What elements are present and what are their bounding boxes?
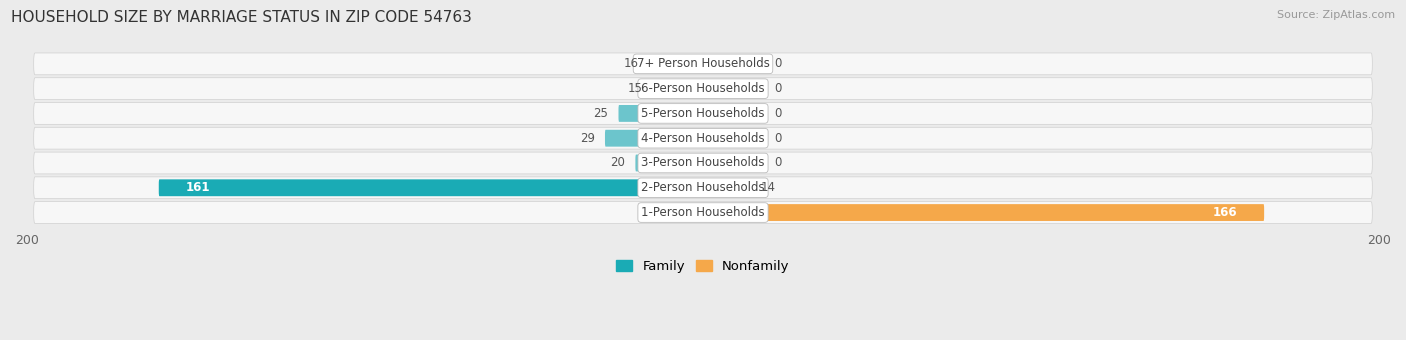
FancyBboxPatch shape	[34, 103, 1372, 124]
Legend: Family, Nonfamily: Family, Nonfamily	[612, 254, 794, 278]
Text: 15: 15	[627, 82, 643, 95]
Text: Source: ZipAtlas.com: Source: ZipAtlas.com	[1277, 10, 1395, 20]
Text: 4-Person Households: 4-Person Households	[641, 132, 765, 145]
FancyBboxPatch shape	[650, 55, 703, 72]
Text: 25: 25	[593, 107, 609, 120]
FancyBboxPatch shape	[619, 105, 703, 122]
FancyBboxPatch shape	[703, 155, 763, 171]
FancyBboxPatch shape	[703, 204, 1264, 221]
Text: 3-Person Households: 3-Person Households	[641, 156, 765, 170]
Text: 0: 0	[773, 107, 782, 120]
Text: 166: 166	[1212, 206, 1237, 219]
FancyBboxPatch shape	[159, 179, 703, 196]
FancyBboxPatch shape	[636, 155, 703, 171]
Text: 14: 14	[761, 181, 776, 194]
FancyBboxPatch shape	[34, 78, 1372, 100]
Text: 0: 0	[773, 82, 782, 95]
FancyBboxPatch shape	[34, 177, 1372, 199]
FancyBboxPatch shape	[34, 202, 1372, 223]
FancyBboxPatch shape	[34, 152, 1372, 174]
Text: 0: 0	[773, 156, 782, 170]
Text: 6-Person Households: 6-Person Households	[641, 82, 765, 95]
FancyBboxPatch shape	[703, 179, 751, 196]
FancyBboxPatch shape	[703, 80, 763, 97]
Text: 16: 16	[624, 57, 638, 70]
Text: 29: 29	[579, 132, 595, 145]
Text: 0: 0	[773, 57, 782, 70]
Text: 0: 0	[773, 132, 782, 145]
Text: 7+ Person Households: 7+ Person Households	[637, 57, 769, 70]
FancyBboxPatch shape	[605, 130, 703, 147]
FancyBboxPatch shape	[703, 130, 763, 147]
Text: 20: 20	[610, 156, 626, 170]
Text: 5-Person Households: 5-Person Households	[641, 107, 765, 120]
Text: 2-Person Households: 2-Person Households	[641, 181, 765, 194]
FancyBboxPatch shape	[703, 55, 763, 72]
FancyBboxPatch shape	[34, 127, 1372, 149]
FancyBboxPatch shape	[652, 80, 703, 97]
FancyBboxPatch shape	[34, 53, 1372, 75]
Text: 161: 161	[186, 181, 211, 194]
FancyBboxPatch shape	[703, 105, 763, 122]
Text: 1-Person Households: 1-Person Households	[641, 206, 765, 219]
Text: HOUSEHOLD SIZE BY MARRIAGE STATUS IN ZIP CODE 54763: HOUSEHOLD SIZE BY MARRIAGE STATUS IN ZIP…	[11, 10, 472, 25]
